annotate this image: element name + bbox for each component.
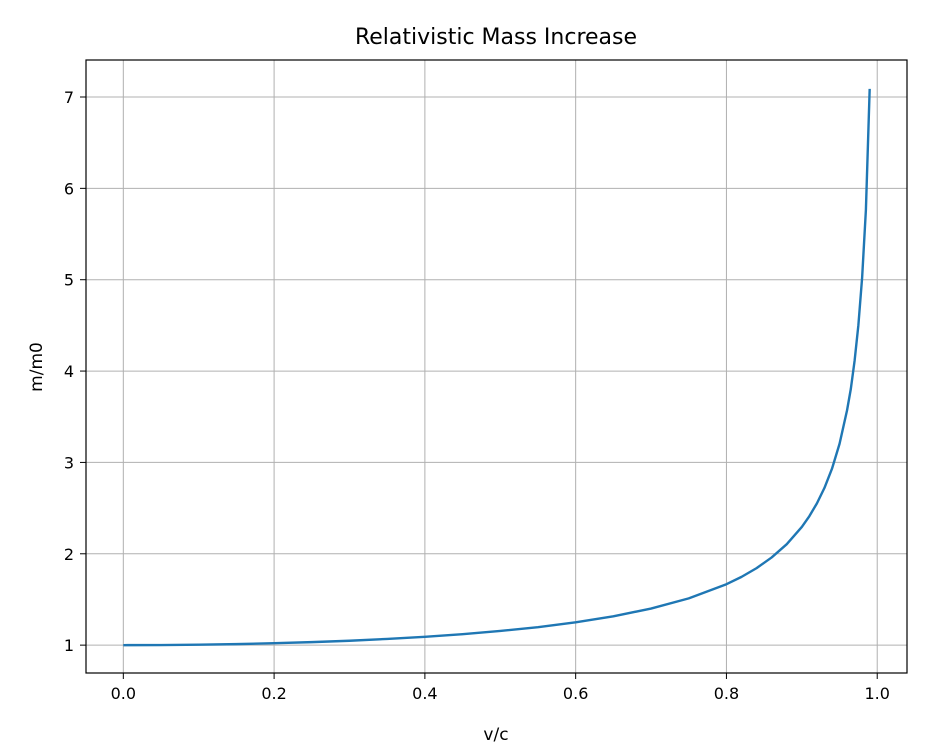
y-tick-label: 3 (64, 453, 74, 472)
plot-frame (85, 59, 908, 674)
y-tick-label: 7 (64, 88, 74, 107)
x-tick-label: 0.0 (111, 684, 136, 703)
y-tick-label: 6 (64, 179, 74, 198)
y-axis-label: m/m0 (27, 342, 47, 392)
series-line (123, 88, 871, 647)
x-tick-label: 0.4 (412, 684, 437, 703)
y-tick-label: 1 (64, 636, 74, 655)
line-layer (123, 88, 871, 647)
x-tick-label: 1.0 (864, 684, 889, 703)
x-tick-label: 0.6 (563, 684, 588, 703)
chart-title: Relativistic Mass Increase (355, 25, 637, 50)
tick-layer: 0.0 0.2 0.4 0.6 0.8 1.0 1 2 3 4 5 6 7 (64, 88, 890, 703)
y-tick-label: 2 (64, 545, 74, 564)
x-tick-label: 0.2 (261, 684, 286, 703)
grid-layer (86, 60, 907, 673)
y-tick-label: 5 (64, 271, 74, 290)
x-axis-label: v/c (483, 725, 508, 745)
y-tick-label: 4 (64, 362, 74, 381)
x-tick-label: 0.8 (714, 684, 739, 703)
